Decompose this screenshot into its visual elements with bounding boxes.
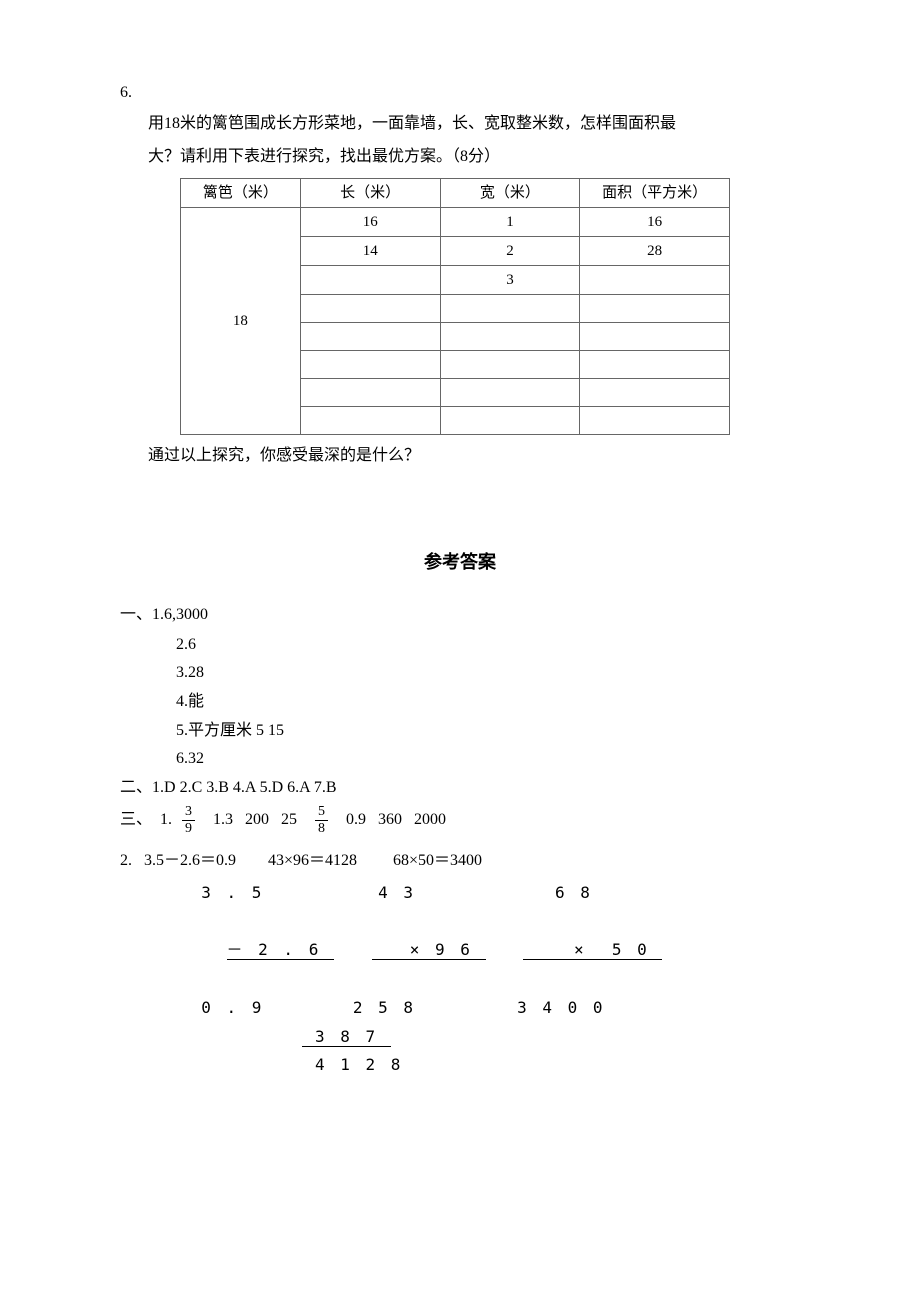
cell-width (440, 350, 580, 378)
cell-length: 16 (300, 207, 440, 236)
fraction-top: 5 (315, 804, 328, 820)
section3-item1-prefix: 1. (160, 807, 172, 833)
cell-area (580, 265, 730, 294)
cell-length (300, 378, 440, 406)
section3-prefix: 三、 (120, 807, 152, 833)
calc-underline: × 9 6 (372, 940, 486, 960)
cell-length (300, 406, 440, 434)
cell-width: 2 (440, 236, 580, 265)
section1-item: 4.能 (176, 689, 800, 715)
cell-width (440, 406, 580, 434)
fraction-bottom: 9 (182, 821, 195, 836)
calc-header: 2. 3.5－2.6＝0.9 43×96＝4128 68×50＝3400 (120, 848, 800, 874)
section1-item: 3.28 (176, 660, 800, 686)
calc-underline: × 5 0 (523, 940, 662, 960)
calc-row: 3 . 5 4 3 6 8 (176, 879, 800, 908)
cell-area (580, 406, 730, 434)
vertical-calculations: 3 . 5 4 3 6 8 － 2 . 6 × 9 6 × 5 0 0 . 9 … (176, 879, 800, 1081)
fraction-top: 3 (182, 804, 195, 820)
answer-section-1: 一、1.6,3000 (120, 602, 800, 628)
section1-item: 2.6 (176, 632, 800, 658)
cell-length (300, 322, 440, 350)
question-after-text: 通过以上探究，你感受最深的是什么？ (148, 443, 800, 469)
section2-text: 1.D 2.C 3.B 4.A 5.D 6.A 7.B (152, 779, 336, 796)
header-area: 面积（平方米） (580, 178, 730, 207)
header-fence: 篱笆（米） (181, 178, 301, 207)
section1-item: 1.6,3000 (152, 606, 208, 623)
question-text-line2: 大？请利用下表进行探究，找出最优方案。（8分） (148, 144, 800, 170)
cell-area: 28 (580, 236, 730, 265)
section1-item: 5.平方厘米 5 15 (176, 718, 800, 744)
calc-row: 3 8 7 (176, 1023, 800, 1052)
answers-title: 参考答案 (120, 548, 800, 577)
cell-width (440, 378, 580, 406)
section1-item: 6.32 (176, 746, 800, 772)
cell-length (300, 350, 440, 378)
section2-prefix: 二、 (120, 779, 152, 796)
fence-value-cell: 18 (181, 207, 301, 434)
calc-row: － 2 . 6 × 9 6 × 5 0 (176, 908, 800, 994)
question-number: 6. (120, 80, 800, 106)
answer-section-3: 三、 1. 3 9 1.3 200 25 5 8 0.9 360 2000 (120, 804, 800, 836)
cell-length (300, 294, 440, 322)
inquiry-table-container: 篱笆（米） 长（米） 宽（米） 面积（平方米） 18 16 1 16 14 2 … (180, 178, 800, 435)
section1-prefix: 一、 (120, 606, 152, 623)
after-values: 0.9 360 2000 (338, 807, 446, 833)
table-header-row: 篱笆（米） 长（米） 宽（米） 面积（平方米） (181, 178, 730, 207)
calc-row: 0 . 9 2 5 8 3 4 0 0 (176, 994, 800, 1023)
header-width: 宽（米） (440, 178, 580, 207)
cell-area (580, 322, 730, 350)
calc-row: 4 1 2 8 (176, 1051, 800, 1080)
cell-area: 16 (580, 207, 730, 236)
fraction-2: 5 8 (315, 804, 328, 836)
cell-width (440, 294, 580, 322)
mid-values: 1.3 200 25 (205, 807, 305, 833)
cell-area (580, 350, 730, 378)
cell-area (580, 294, 730, 322)
cell-length (300, 265, 440, 294)
fraction-1: 3 9 (182, 804, 195, 836)
cell-area (580, 378, 730, 406)
cell-length: 14 (300, 236, 440, 265)
inquiry-table: 篱笆（米） 长（米） 宽（米） 面积（平方米） 18 16 1 16 14 2 … (180, 178, 730, 435)
header-length: 长（米） (300, 178, 440, 207)
calc-underline: － 2 . 6 (227, 940, 334, 960)
question-text-line1: 用18米的篱笆围成长方形菜地，一面靠墙，长、宽取整米数，怎样围面积最 (148, 111, 800, 137)
cell-width: 1 (440, 207, 580, 236)
calc-underline: 3 8 7 (302, 1027, 390, 1047)
answer-section-2: 二、1.D 2.C 3.B 4.A 5.D 6.A 7.B (120, 775, 800, 801)
table-row: 18 16 1 16 (181, 207, 730, 236)
fraction-bottom: 8 (315, 821, 328, 836)
cell-width: 3 (440, 265, 580, 294)
cell-width (440, 322, 580, 350)
